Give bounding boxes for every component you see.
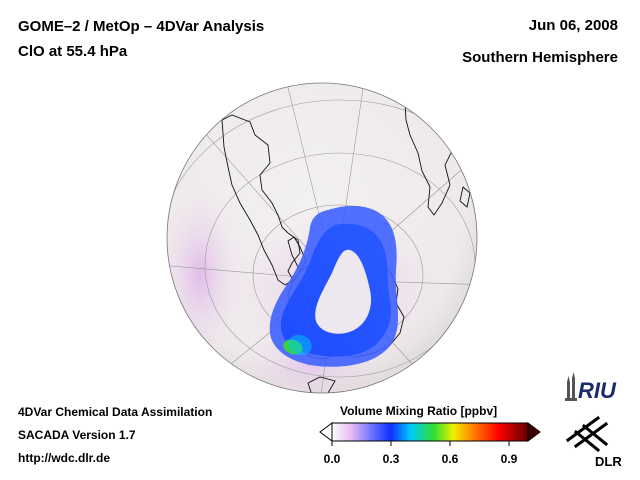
riu-logo: RIU	[565, 372, 617, 403]
dlr-logo: DLR	[565, 415, 622, 469]
globe-outline	[166, 82, 478, 394]
dlr-emblem-icon	[565, 415, 609, 453]
globe-map	[166, 82, 478, 394]
footer-line3: http://wdc.dlr.de	[18, 451, 110, 465]
riu-cathedral-icon	[565, 372, 577, 401]
colorbar-tick-0: 0.0	[323, 452, 341, 466]
riu-logo-text: RIU	[578, 378, 617, 403]
date-label: Jun 06, 2008	[528, 17, 618, 34]
colorbar-tick-1: 0.3	[382, 452, 400, 466]
footer-line2: SACADA Version 1.7	[18, 428, 136, 442]
clo-hotspot-edge	[288, 334, 312, 356]
clo-vortex	[269, 205, 399, 367]
colorbar-gradient	[331, 422, 529, 442]
colorbar-tick-2: 0.6	[441, 452, 459, 466]
colorbar-ticks	[331, 441, 510, 446]
dlr-logo-text: DLR	[595, 454, 622, 469]
title-line2: ClO at 55.4 hPa	[18, 43, 128, 60]
madagascar-coast	[459, 186, 471, 208]
footer-line1: 4DVar Chemical Data Assimilation	[18, 405, 213, 419]
colorbar-left-arrow	[319, 422, 333, 442]
australia-coast	[307, 376, 336, 393]
colorbar-right-arrow	[527, 422, 541, 442]
title-line1: GOME–2 / MetOp – 4DVar Analysis	[18, 18, 265, 35]
region-label: Southern Hemisphere	[462, 49, 618, 66]
colorbar	[319, 422, 541, 446]
colorbar-title: Volume Mixing Ratio [ppbv]	[340, 404, 498, 418]
south-america-coast	[221, 114, 301, 286]
colorbar-tick-3: 0.9	[500, 452, 518, 466]
clo-vortex-hole	[315, 249, 372, 334]
